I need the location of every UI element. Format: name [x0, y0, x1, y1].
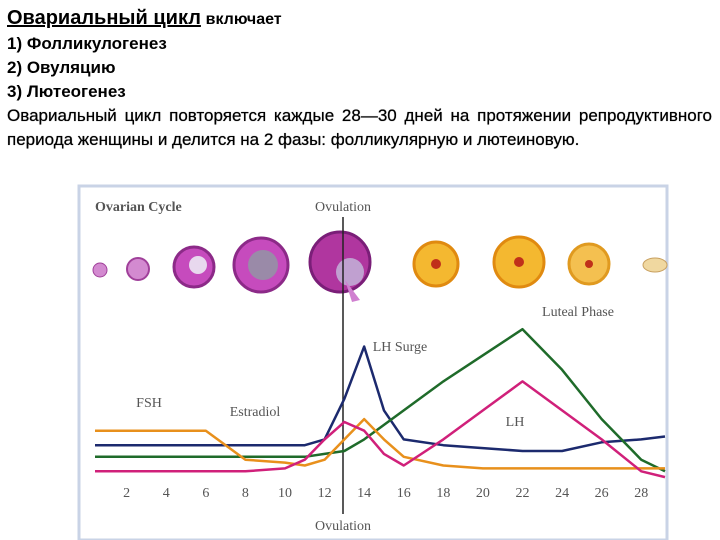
x-tick-label: 20: [476, 486, 490, 501]
paragraph: Овариальный цикл повторяется каждые 28—3…: [7, 106, 712, 149]
title-suffix: включает: [205, 11, 282, 28]
annotation: Ovulation: [315, 200, 371, 215]
list-item: 1) Фолликулогенез: [7, 34, 167, 53]
series-line: [95, 327, 666, 473]
x-tick-label: 26: [595, 486, 609, 501]
x-tick-label: 18: [436, 486, 450, 501]
x-tick-label: 28: [634, 486, 648, 501]
chart-title: Ovarian Cycle: [95, 200, 182, 215]
x-tick-label: 8: [242, 486, 249, 501]
x-tick-label: 2: [123, 486, 130, 501]
image-frame: [77, 184, 669, 540]
annotation: Ovulation: [315, 519, 371, 534]
x-tick-label: 10: [278, 486, 292, 501]
x-tick-label: 12: [318, 486, 332, 501]
list-item: 3) Лютеогенез: [7, 82, 126, 101]
x-tick-label: 16: [397, 486, 411, 501]
annotation: LH: [506, 415, 525, 430]
annotation: LH Surge: [373, 340, 428, 355]
x-tick-label: 4: [163, 486, 170, 501]
title: Овариальный цикл: [7, 7, 201, 29]
x-tick-label: 24: [555, 486, 569, 501]
x-tick-label: 14: [357, 486, 371, 501]
annotation: Estradiol: [230, 405, 281, 420]
series-line: [95, 380, 666, 479]
series-line: [95, 417, 665, 470]
x-tick-label: 22: [516, 486, 530, 501]
x-tick-label: 6: [202, 486, 209, 501]
list-item: 2) Овуляцию: [7, 58, 116, 77]
text-block: Овариальный цикл включает 1) Фолликулоге…: [7, 6, 712, 152]
annotation: Luteal Phase: [542, 305, 614, 320]
series-line: [95, 345, 666, 453]
heading: Овариальный цикл включает: [7, 6, 712, 32]
follicle-icons: [92, 230, 668, 302]
annotation: FSH: [136, 396, 162, 411]
